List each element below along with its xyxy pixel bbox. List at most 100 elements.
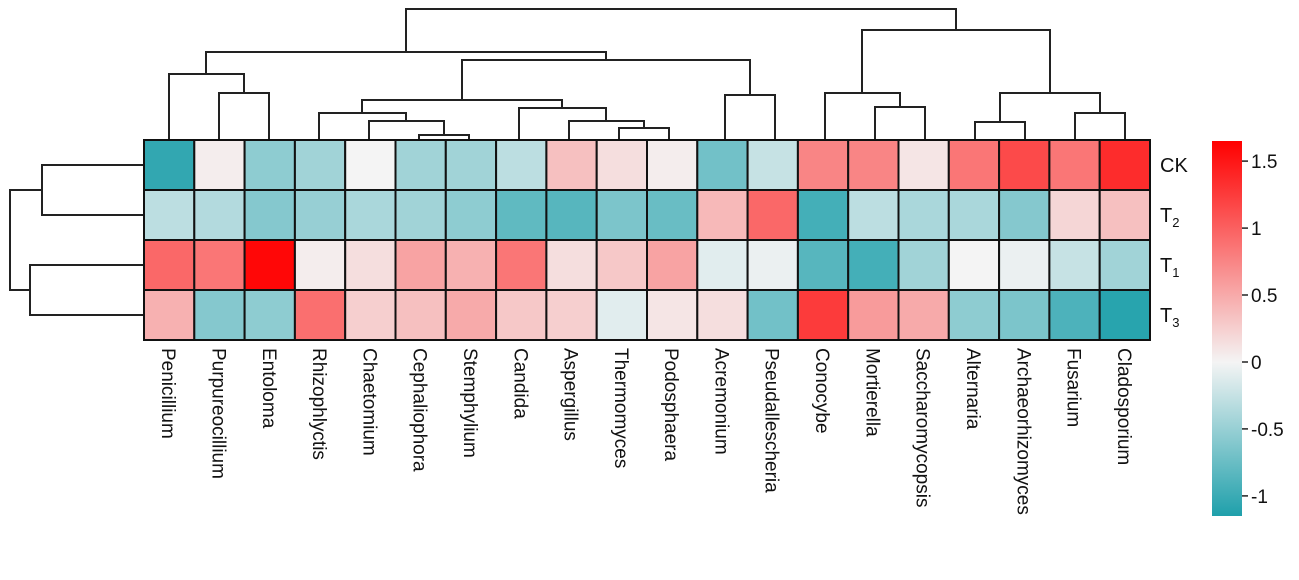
heatmap-cell <box>595 189 649 241</box>
heatmap-cell <box>1098 189 1151 241</box>
column-label: Penicillium <box>157 348 178 439</box>
heatmap-cell <box>696 189 749 241</box>
heatmap-cell <box>1048 189 1101 241</box>
heatmap-cell <box>293 189 347 241</box>
heatmap-cell <box>947 289 1001 341</box>
heatmap-cell <box>796 239 850 291</box>
heatmap-cell <box>1098 289 1151 341</box>
heatmap-cell <box>998 189 1051 241</box>
heatmap-cell <box>595 139 649 191</box>
heatmap-cell <box>495 139 548 191</box>
heatmap-cell <box>696 289 749 341</box>
column-label: Conocybe <box>811 348 832 434</box>
row-dendrogram <box>9 164 144 316</box>
heatmap-cell <box>897 239 950 291</box>
heatmap-cell <box>796 189 850 241</box>
heatmap-cell <box>193 189 246 241</box>
heatmap-cell <box>646 289 699 341</box>
heatmap-cell <box>595 289 649 341</box>
heatmap-cell <box>293 239 347 291</box>
heatmap-cell <box>897 139 950 191</box>
heatmap-cell <box>847 189 900 241</box>
heatmap-cell <box>998 289 1051 341</box>
heatmap-cell <box>394 239 447 291</box>
heatmap-cell <box>696 139 749 191</box>
heatmap-cell <box>193 289 246 341</box>
heatmap-cell <box>646 139 699 191</box>
column-label: Entoloma <box>258 348 279 429</box>
row-label: T3 <box>1160 305 1179 330</box>
heatmap-cell <box>696 239 749 291</box>
colorbar-tick-label: 0 <box>1251 353 1262 374</box>
heatmap-cell <box>947 139 1001 191</box>
column-label: Fusarium <box>1063 348 1084 427</box>
colorbar-tick-label: -1 <box>1251 487 1268 508</box>
heatmap-cell <box>495 189 548 241</box>
heatmap-cell <box>646 189 699 241</box>
heatmap-cell <box>847 239 900 291</box>
heatmap-cell <box>897 189 950 241</box>
row-label: T1 <box>1160 255 1179 280</box>
heatmap-cell <box>998 239 1051 291</box>
heatmap-cell <box>495 239 548 291</box>
heatmap-cell <box>394 189 447 241</box>
colorbar-tick-label: -0.5 <box>1251 420 1284 441</box>
heatmap-cell <box>344 239 397 291</box>
heatmap-cell <box>344 289 397 341</box>
column-label: Podosphaera <box>660 348 681 461</box>
heatmap-cell <box>595 239 649 291</box>
color-legend: 1.5 1 0.5 0 -0.5 -1 <box>1212 141 1284 516</box>
column-label: Candida <box>509 348 530 419</box>
heatmap-cell <box>193 139 246 191</box>
colorbar-ticks: 1.5 1 0.5 0 -0.5 -1 <box>1242 152 1284 508</box>
heatmap-cell <box>847 139 900 191</box>
heatmap-cell <box>394 139 447 191</box>
heatmap-cell <box>947 239 1001 291</box>
heatmap-cell <box>1098 139 1151 191</box>
heatmap-cell <box>143 189 196 241</box>
heatmap-cell <box>545 189 598 241</box>
column-label: Cladosporium <box>1113 348 1134 465</box>
heatmap-cell <box>444 189 498 241</box>
heatmap-cell <box>947 189 1001 241</box>
heatmap-cell <box>796 139 850 191</box>
heatmap-cell <box>193 239 246 291</box>
column-labels: Penicillium Purpureocillium Entoloma Rhizop… <box>157 348 1134 515</box>
column-label: Archaeorhizomyces <box>1012 348 1033 515</box>
heatmap-cell <box>998 139 1051 191</box>
heatmap-cell <box>545 289 598 341</box>
heatmap-cell <box>646 239 699 291</box>
colorbar-tick-label: 1.5 <box>1251 152 1277 173</box>
colorbar-gradient <box>1212 141 1242 516</box>
heatmap-cell <box>495 289 548 341</box>
column-label: Pseudallescheria <box>761 348 782 493</box>
heatmap-cells <box>143 139 1151 341</box>
heatmap-cell <box>1048 289 1101 341</box>
column-label: Saccharomycopsis <box>912 348 933 507</box>
heatmap-cell <box>243 189 296 241</box>
heatmap-cell <box>1048 139 1101 191</box>
heatmap-cell <box>344 189 397 241</box>
column-label: Aspergillus <box>560 348 581 441</box>
heatmap-cell <box>847 289 900 341</box>
column-label: Acremonium <box>710 348 731 455</box>
heatmap-cell <box>746 289 799 341</box>
heatmap-cell <box>545 139 598 191</box>
heatmap-cell <box>1048 239 1101 291</box>
heatmap-cell <box>796 289 850 341</box>
heatmap-cell <box>394 289 447 341</box>
column-label: Thermomyces <box>610 348 631 468</box>
heatmap-cell <box>344 139 397 191</box>
column-label: Stemphylium <box>459 348 480 458</box>
heatmap-cell <box>444 139 498 191</box>
heatmap-cell <box>444 289 498 341</box>
heatmap-cell <box>746 139 799 191</box>
heatmap-cell <box>746 189 799 241</box>
column-label: Cephaliophora <box>409 348 430 472</box>
column-label: Rhizophlyctis <box>308 348 329 460</box>
heatmap-cell <box>897 289 950 341</box>
column-label: Chaetomium <box>358 348 379 456</box>
colorbar-tick-label: 0.5 <box>1251 286 1277 307</box>
heatmap-cell <box>293 139 347 191</box>
